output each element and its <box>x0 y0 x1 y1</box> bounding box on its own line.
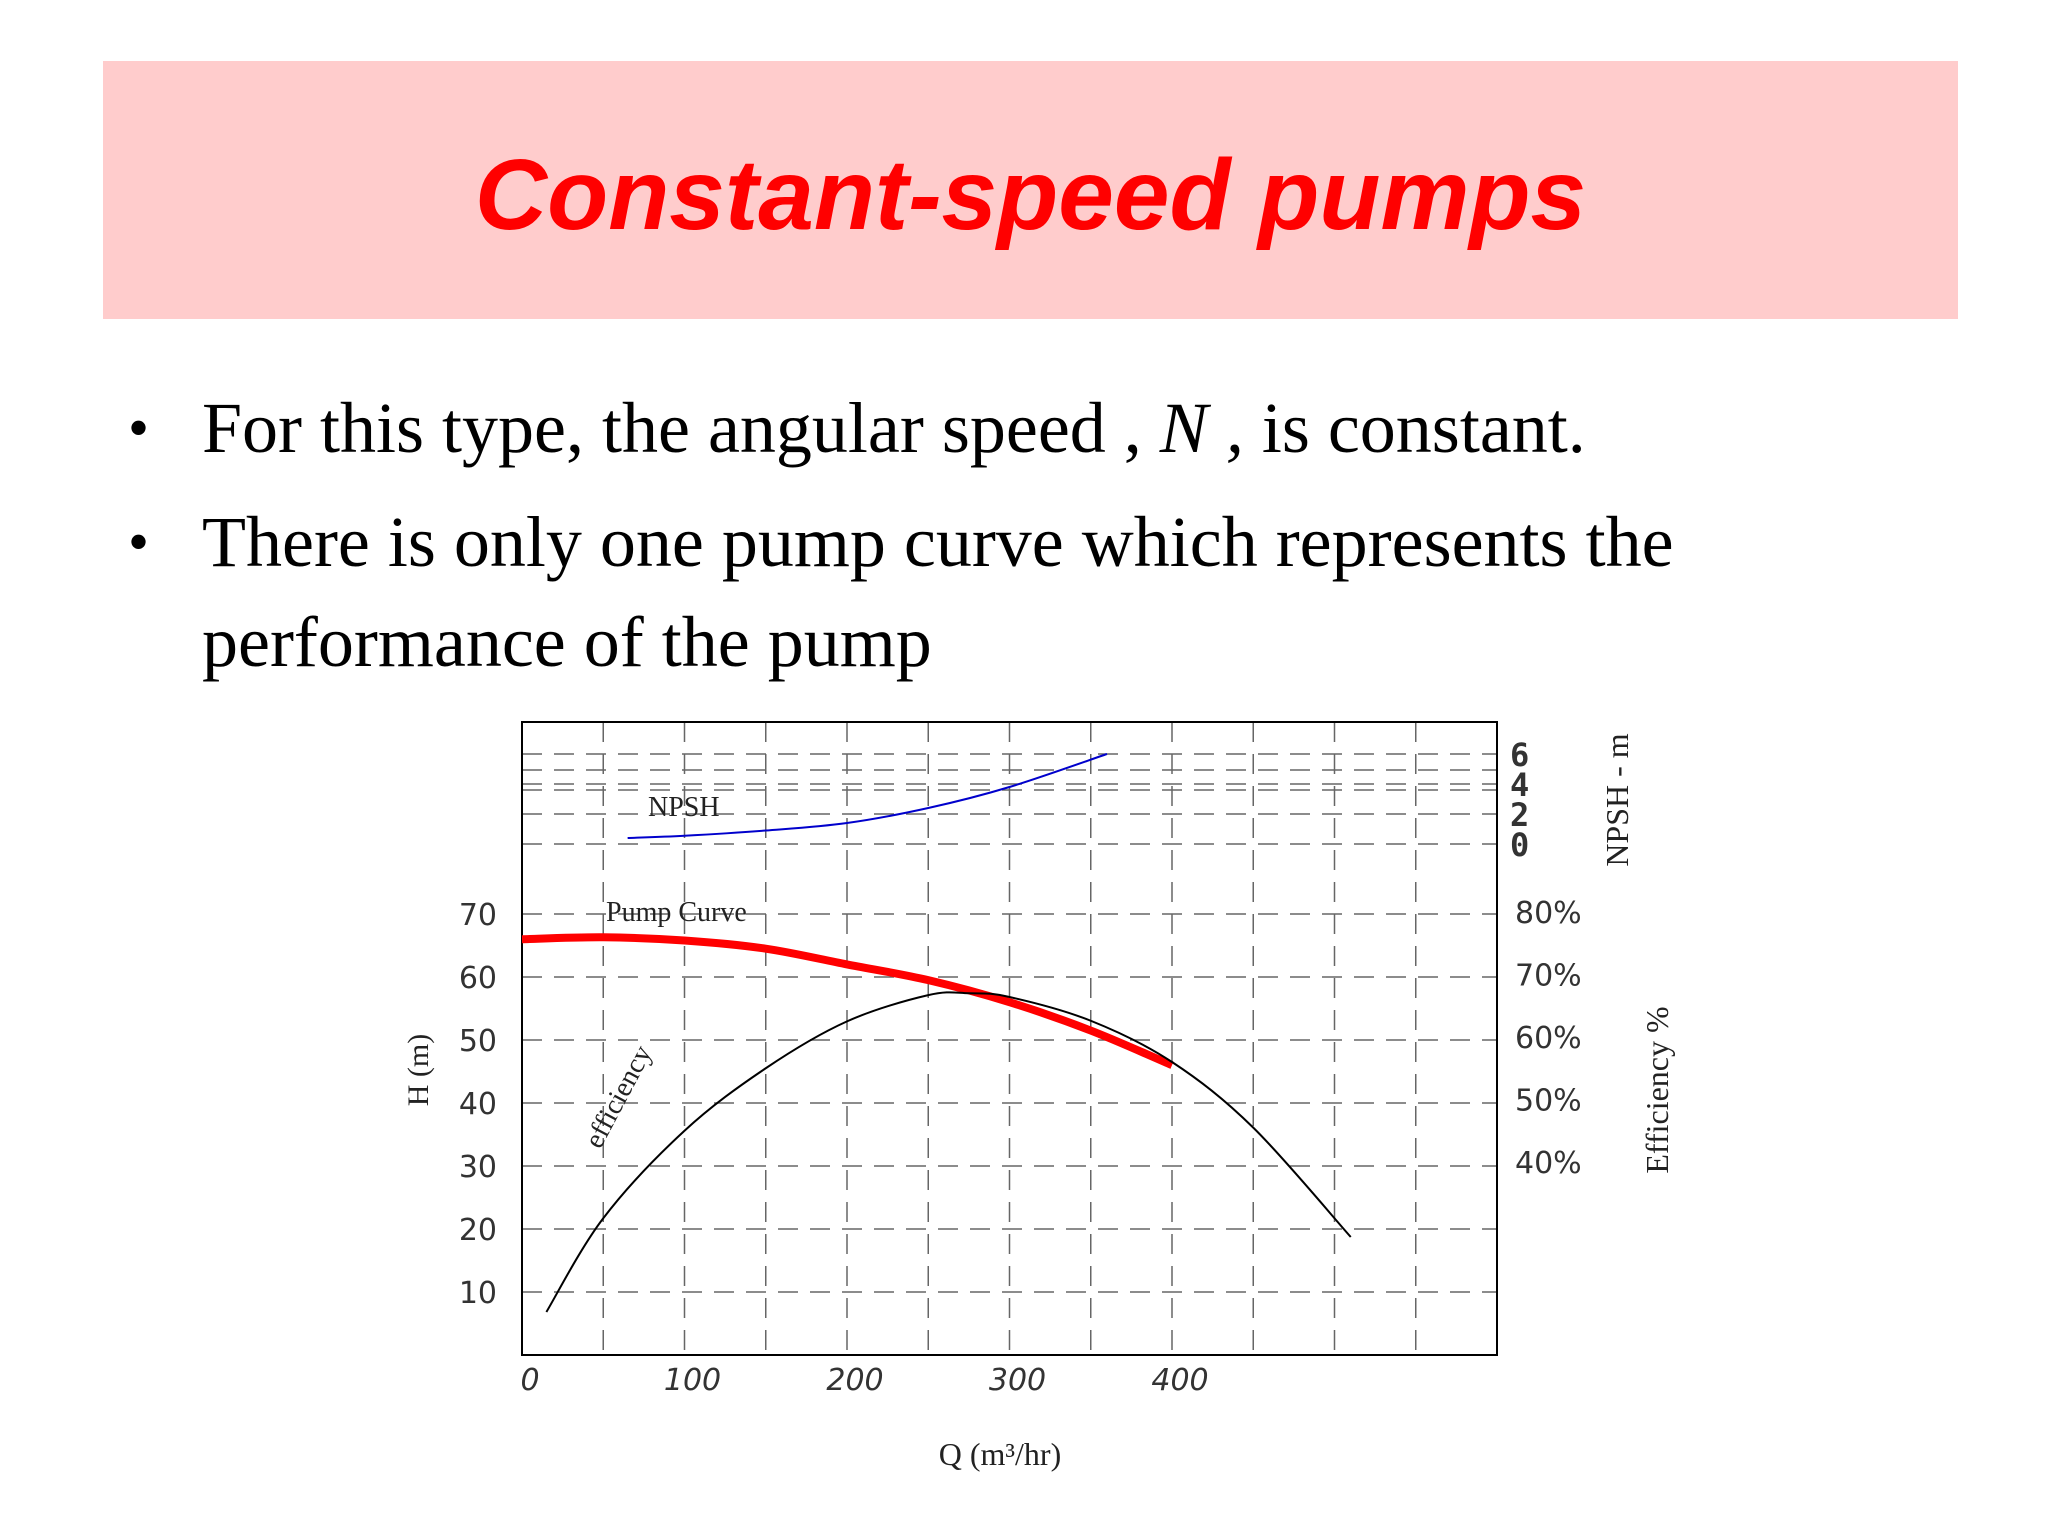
bullet-text-part: is constant. <box>1243 388 1586 468</box>
bullet-item: • For this type, the angular speed , N ,… <box>120 378 1920 478</box>
bullet-text: There is only one pump curve which repre… <box>202 502 1674 682</box>
bullet-icon: • <box>128 395 150 461</box>
slide-title: Constant-speed pumps <box>474 138 1587 251</box>
y-tick-label: 20 <box>459 1213 497 1248</box>
pump-curve-series-label: Pump Curve <box>606 897 747 928</box>
npsh-tick-label: 0 <box>1510 826 1529 864</box>
npsh-curve-line <box>627 753 1108 839</box>
efficiency-axis-title: Efficiency % <box>1639 1006 1675 1173</box>
title-band: Constant-speed pumps <box>103 61 1958 319</box>
bullet-item: • There is only one pump curve which rep… <box>120 492 1920 692</box>
efficiency-curve-line <box>545 991 1352 1313</box>
x-axis-title: Q (m³/hr) <box>939 1436 1061 1472</box>
x-tick-label: 200 <box>826 1363 883 1398</box>
x-tick-label: 0 <box>520 1363 539 1398</box>
bullet-text-part: For this type, the angular speed , <box>202 388 1160 468</box>
bullet-list: • For this type, the angular speed , N ,… <box>120 378 1920 706</box>
y-tick-label: 40 <box>459 1087 497 1122</box>
npsh-tick-label: 6 <box>1510 736 1529 774</box>
y-tick-label: 70 <box>459 898 497 933</box>
npsh-series-label: NPSH <box>648 792 720 823</box>
y-axis-title: H (m) <box>402 1034 435 1106</box>
chart-grid <box>522 722 1497 1355</box>
x-tick-label: 100 <box>664 1363 721 1398</box>
efficiency-tick-label: 70% <box>1515 959 1582 994</box>
efficiency-tick-label: 80% <box>1515 896 1582 931</box>
y-tick-label: 50 <box>459 1024 497 1059</box>
y-tick-label: 30 <box>459 1150 497 1185</box>
bullet-icon: • <box>128 509 150 575</box>
chart-series <box>521 753 1352 1313</box>
efficiency-tick-label: 50% <box>1515 1084 1582 1119</box>
y-tick-label: 10 <box>459 1276 497 1311</box>
x-tick-label: 300 <box>989 1363 1046 1398</box>
y-tick-label: 60 <box>459 961 497 996</box>
efficiency-tick-label: 60% <box>1515 1021 1582 1056</box>
npsh-tick-label: 4 <box>1510 766 1529 804</box>
plot-frame <box>521 721 1498 1356</box>
pump-curve-line <box>521 933 1174 1069</box>
npsh-axis-title: NPSH - m <box>1599 733 1635 866</box>
bullet-italic-symbol: N , <box>1159 388 1244 468</box>
efficiency-series-label: efficiency <box>579 1040 659 1153</box>
x-tick-label: 400 <box>1151 1363 1208 1398</box>
npsh-tick-label: 2 <box>1510 796 1529 834</box>
efficiency-tick-label: 40% <box>1515 1146 1582 1181</box>
